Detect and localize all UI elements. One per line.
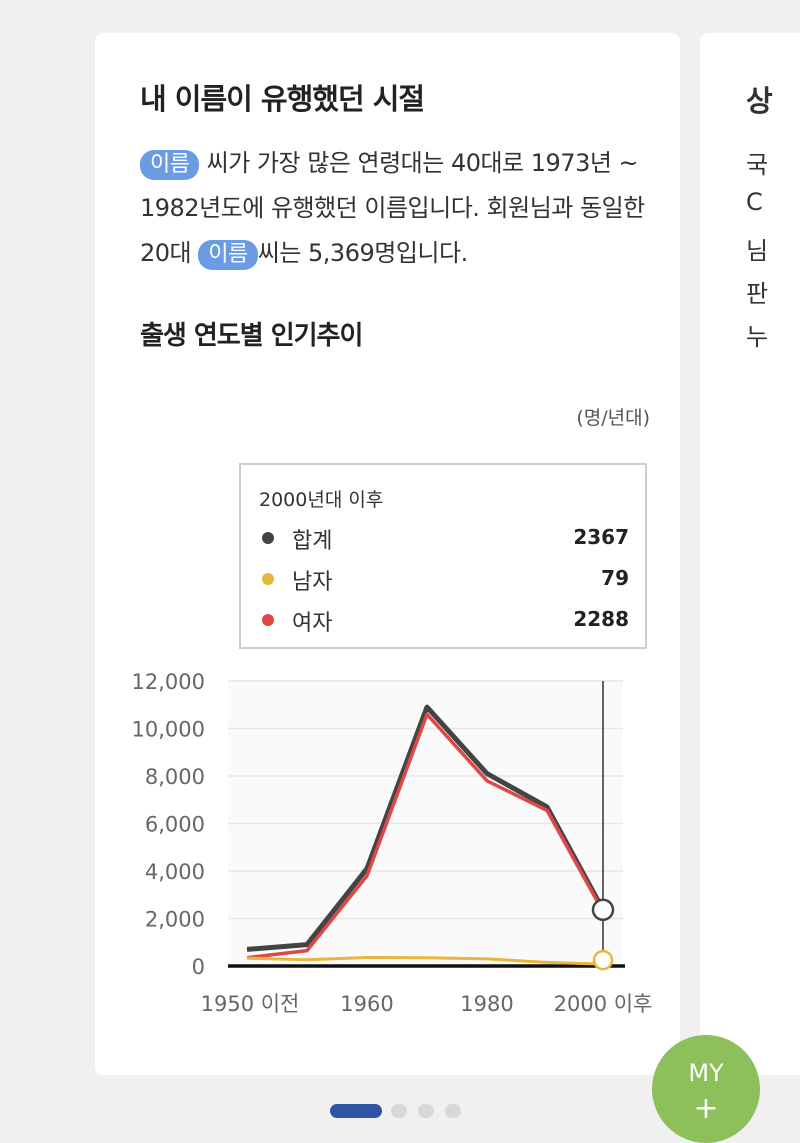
unit-label: (명/년대) [576, 407, 650, 429]
female-dot-icon [262, 614, 274, 626]
chart-tooltip: 2000년대 이후 합계 2367 남자 79 여자 2288 [239, 463, 647, 649]
tooltip-row-label: 합계 [292, 529, 333, 554]
tooltip-row-female: 여자 2288 [259, 605, 629, 636]
x-tick-label: 2000 이후 [554, 992, 653, 1016]
next-card-peek[interactable]: 상 국 C 님 판 누 [700, 33, 800, 1075]
peek-text: 국 [746, 151, 769, 179]
tooltip-row-value: 2367 [573, 525, 629, 549]
peek-text: C [746, 188, 763, 216]
my-button[interactable]: MY + [652, 1035, 760, 1143]
tooltip-title: 2000년대 이후 [259, 489, 384, 511]
tooltip-row-total: 합계 2367 [259, 523, 629, 554]
peek-text: 판 [746, 280, 769, 308]
page-dot-active[interactable] [330, 1104, 382, 1118]
trend-chart[interactable]: 12,000 10,000 8,000 6,000 4,000 2,000 0 1950 이… [95, 33, 680, 1075]
trend-card: 내 이름이 유행했던 시절 이름 씨가 가장 많은 연령대는 40대로 1973… [95, 33, 680, 1075]
chart-subtitle: 출생 연도별 인기추이 [140, 321, 363, 351]
y-tick-label: 4,000 [145, 860, 205, 884]
series-line [246, 956, 604, 966]
male-dot-icon [262, 573, 274, 585]
card-title: 내 이름이 유행했던 시절 [140, 82, 425, 116]
x-tick-label: 1980 [460, 992, 513, 1016]
peek-text: 님 [746, 237, 769, 265]
x-tick-label: 1960 [340, 992, 393, 1016]
tooltip-row-label: 여자 [292, 611, 333, 636]
plus-icon: + [693, 1091, 719, 1126]
page-dot[interactable] [391, 1104, 407, 1118]
page-dot[interactable] [445, 1104, 461, 1118]
card-description: 이름 씨가 가장 많은 연령대는 40대로 1973년 ~ 1982년도에 유행… [140, 141, 645, 276]
y-tick-label: 12,000 [132, 670, 205, 694]
tooltip-row-male: 남자 79 [259, 564, 629, 595]
series-line [246, 704, 606, 952]
hover-marker-male [592, 949, 614, 971]
tooltip-row-value: 79 [601, 566, 629, 590]
x-tick-label: 1950 이전 [201, 992, 300, 1016]
peek-text: 상 [746, 84, 773, 118]
y-tick-label: 8,000 [145, 765, 205, 789]
total-dot-icon [262, 532, 274, 544]
y-tick-label: 6,000 [145, 813, 205, 837]
my-button-label: MY [688, 1059, 724, 1087]
y-tick-label: 0 [192, 955, 205, 979]
hover-marker-total [591, 898, 615, 922]
series-line [246, 712, 605, 960]
tooltip-row-value: 2288 [573, 607, 629, 631]
y-tick-label: 2,000 [145, 908, 205, 932]
name-tag: 이름 [198, 240, 258, 270]
description-text-1: 씨가 가장 많은 연령대는 40대로 1973년 ~ 1982년도에 유행했던 … [140, 149, 645, 267]
name-tag: 이름 [140, 150, 200, 180]
page-dot[interactable] [418, 1104, 434, 1118]
tooltip-row-label: 남자 [292, 570, 333, 595]
peek-text: 누 [746, 323, 769, 351]
description-text-2: 씨는 5,369명입니다. [257, 239, 468, 267]
y-tick-label: 10,000 [132, 718, 205, 742]
